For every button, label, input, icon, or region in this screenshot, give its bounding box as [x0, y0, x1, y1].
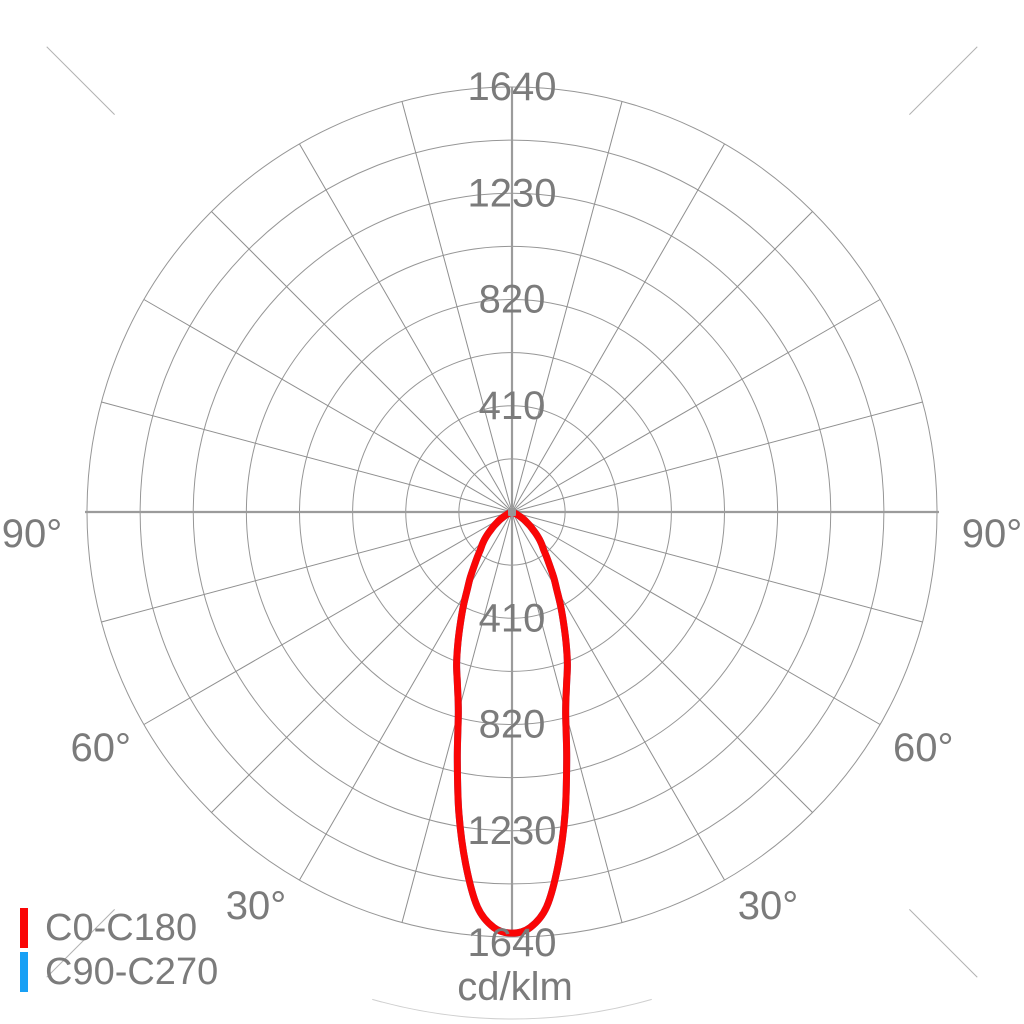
angle-label-left-30: 30° — [226, 884, 287, 928]
grid-radial — [101, 401, 513, 513]
angle-label-right-60: 60° — [893, 726, 954, 770]
grid-radial — [511, 511, 725, 881]
grid-radial — [299, 143, 513, 513]
corner-diagonal — [46, 46, 115, 115]
radial-tick-label-bottom: 820 — [479, 703, 546, 747]
legend-swatch-red — [20, 908, 28, 948]
legend-swatch-blue — [20, 952, 28, 992]
corner-diagonal — [909, 46, 978, 115]
angle-label-left-90: 90° — [2, 512, 63, 556]
legend-item-c90-c270: C90-C270 — [20, 952, 218, 992]
legend: C0-C180 C90-C270 — [20, 908, 218, 992]
grid-radial — [511, 511, 813, 813]
outer-faint-arc — [372, 998, 652, 1020]
center-marker — [508, 508, 516, 516]
grid-radial — [511, 101, 623, 513]
radial-tick-label-bottom: 1640 — [468, 921, 557, 965]
grid-radial — [511, 511, 881, 725]
angle-label-right-90: 90° — [962, 512, 1023, 556]
legend-label-c90-c270: C90-C270 — [45, 951, 219, 993]
radial-tick-label-top: 1230 — [468, 171, 557, 215]
grid-radial — [143, 511, 513, 725]
radial-tick-label-top: 1640 — [468, 65, 557, 109]
radial-tick-label-bottom: 410 — [479, 596, 546, 640]
curve-c0-c180 — [453, 508, 571, 937]
grid-radial — [511, 143, 725, 513]
radial-tick-label-top: 820 — [479, 278, 546, 322]
grid-radial — [211, 511, 513, 813]
grid-radial — [101, 511, 513, 623]
grid-radial — [511, 211, 813, 513]
grid-radial — [211, 211, 513, 513]
radial-tick-label-bottom: 1230 — [468, 809, 557, 853]
unit-label: cd/klm — [457, 965, 573, 1009]
corner-diagonal — [46, 909, 115, 978]
angle-label-left-60: 60° — [71, 726, 132, 770]
grid-radial — [511, 299, 881, 513]
angle-label-right-30: 30° — [738, 884, 799, 928]
grid-radial — [511, 401, 923, 513]
corner-diagonal — [909, 909, 978, 978]
chart-labels: 410 410 820 820 1230 1230 1640 1640 30° 30° 60° 60°… — [2, 65, 1023, 1009]
grid-radial — [143, 299, 513, 513]
legend-item-c0-c180: C0-C180 — [20, 908, 218, 948]
grid-radial — [401, 101, 513, 513]
radial-tick-label-top: 410 — [479, 384, 546, 428]
grid-radial — [511, 511, 923, 623]
grid-radial — [299, 511, 513, 881]
legend-label-c0-c180: C0-C180 — [45, 907, 198, 949]
